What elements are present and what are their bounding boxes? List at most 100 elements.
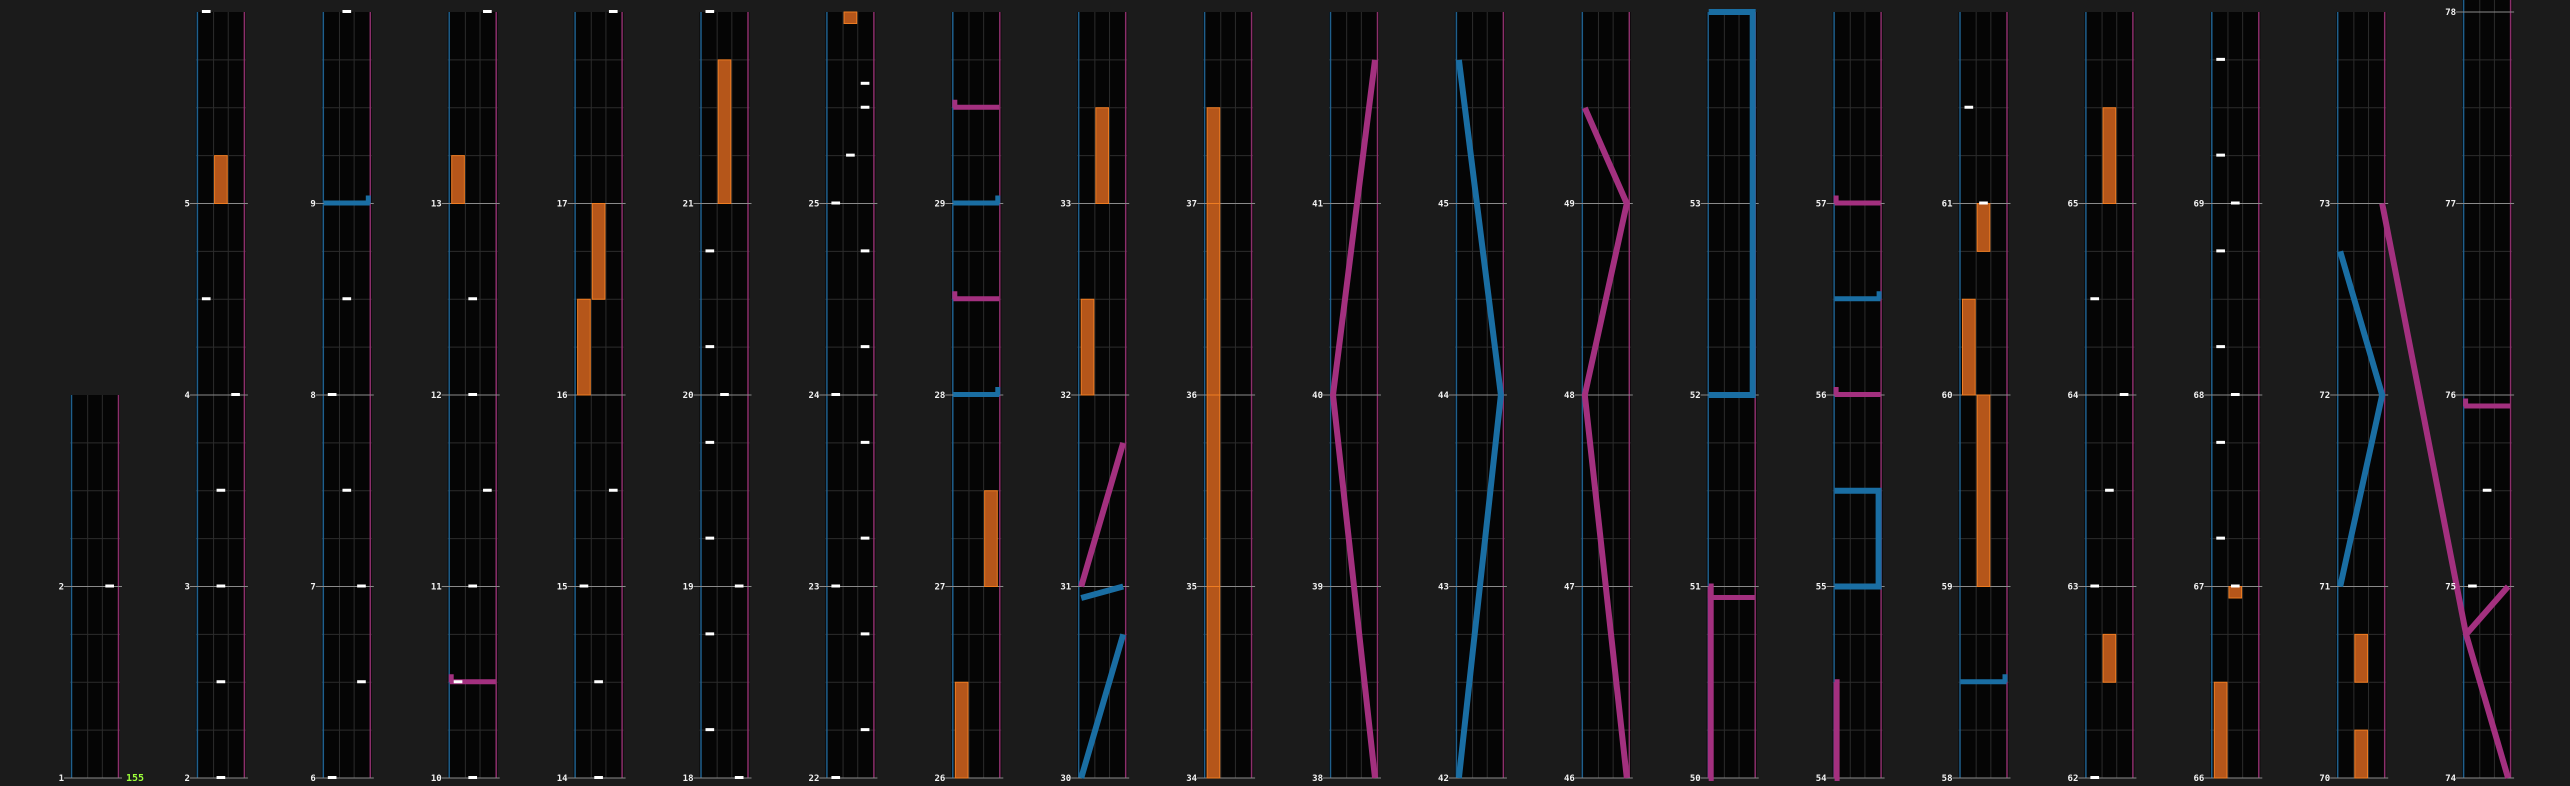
tap-note	[2216, 345, 2225, 349]
tap-note	[705, 440, 715, 444]
tap-note	[608, 488, 618, 492]
laser-slam-cap	[1833, 387, 1839, 395]
measure-number: 63	[2068, 583, 2079, 593]
measure-number: 40	[1312, 391, 1323, 401]
tap-note	[327, 776, 337, 779]
measure-number: 73	[2319, 200, 2330, 210]
measure-72	[2330, 203, 2389, 396]
hold-note	[577, 298, 591, 396]
tap-note	[608, 10, 618, 13]
laser-slam-cap	[995, 195, 1001, 204]
tap-note	[705, 728, 715, 732]
measure-18	[693, 586, 752, 779]
laser-segment	[1581, 106, 1630, 779]
hold-note	[1206, 394, 1221, 587]
measure-number: 45	[1438, 200, 1449, 210]
measure-77	[2456, 12, 2515, 204]
measure-number: 29	[934, 200, 945, 210]
measure-number: 65	[2068, 200, 2079, 210]
tap-note	[860, 345, 870, 349]
measure-number: 39	[1312, 583, 1323, 593]
measure-number: 58	[1942, 774, 1953, 784]
laser-segment	[1708, 9, 1756, 398]
measure-number: 78	[2445, 8, 2456, 18]
laser-lines	[323, 9, 2511, 781]
tap-note	[705, 345, 715, 349]
laser-slam-cap	[952, 291, 958, 300]
measure-number: 49	[1564, 200, 1575, 210]
tap-note	[2216, 153, 2225, 157]
measure-37	[1197, 12, 1256, 204]
measure-31	[1071, 395, 1130, 587]
measure-number: 23	[809, 583, 820, 593]
measure-number: 44	[1438, 391, 1449, 401]
measure-number: 77	[2445, 200, 2456, 210]
tap-note	[2468, 584, 2477, 588]
measure-number: 48	[1564, 391, 1575, 401]
tap-note	[216, 584, 226, 588]
measure-number: 6	[310, 774, 315, 784]
hold-note	[1962, 298, 1976, 396]
tap-note	[201, 297, 211, 301]
tap-note	[2105, 488, 2114, 492]
measure-66	[2204, 586, 2263, 779]
measure-number: 27	[934, 583, 945, 593]
measure-number: 57	[1816, 200, 1827, 210]
measure-number: 47	[1564, 583, 1575, 593]
measure-number: 61	[1942, 200, 1953, 210]
measure-24	[819, 203, 878, 396]
measure-14	[567, 586, 626, 779]
measure-20	[693, 203, 752, 396]
tap-note	[357, 680, 366, 684]
hold-note	[2102, 633, 2117, 683]
measure-number: 10	[431, 774, 442, 784]
measure-67	[2204, 395, 2263, 587]
tap-note	[327, 393, 337, 396]
tap-note	[216, 680, 226, 684]
laser-segment	[1330, 59, 1378, 779]
tap-note	[342, 488, 352, 492]
measure-49	[1574, 12, 1633, 204]
laser-slam	[953, 392, 1000, 397]
tap-note	[705, 10, 715, 13]
measure-74	[2456, 586, 2515, 779]
measure-2	[64, 395, 122, 587]
measure-13	[441, 12, 500, 204]
laser-segment	[1834, 487, 1882, 590]
measure-number: 36	[1186, 391, 1197, 401]
hold-note	[1095, 107, 1110, 204]
hold-note	[451, 155, 465, 204]
hold-note	[1976, 203, 1991, 252]
measure-number: 15	[557, 583, 568, 593]
hold-note	[954, 681, 969, 779]
measure-50	[1700, 586, 1759, 779]
tap-note	[201, 10, 211, 13]
measure-number: 25	[809, 200, 820, 210]
laser-slam-cap	[2002, 674, 2008, 683]
hold-note	[2213, 681, 2228, 779]
measure-32	[1071, 203, 1130, 396]
hold-note	[1206, 107, 1221, 204]
measure-9	[315, 12, 374, 204]
measure-number: 14	[557, 774, 568, 784]
tap-note	[2230, 201, 2240, 205]
measure-number: 3	[184, 583, 189, 593]
laser-segment	[1833, 679, 1840, 781]
lane-background	[2462, 0, 2513, 12]
measure-number: 19	[683, 583, 694, 593]
measure-12	[441, 203, 500, 396]
measure-labels: 1223456789101112131415161718192021222324…	[59, 8, 2457, 784]
measure-number: 34	[1186, 774, 1197, 784]
laser-slam	[1834, 392, 1881, 397]
laser-segment	[1078, 633, 1127, 779]
hold-note	[2354, 633, 2369, 683]
laser-segment	[2337, 250, 2386, 588]
tap-note	[860, 536, 870, 540]
measure-15	[567, 395, 626, 587]
measure-34	[1197, 586, 1256, 779]
laser-slam	[953, 296, 1000, 302]
measure-number: 69	[2193, 200, 2204, 210]
measure-41	[1323, 12, 1381, 204]
hold-note	[1206, 586, 1221, 779]
